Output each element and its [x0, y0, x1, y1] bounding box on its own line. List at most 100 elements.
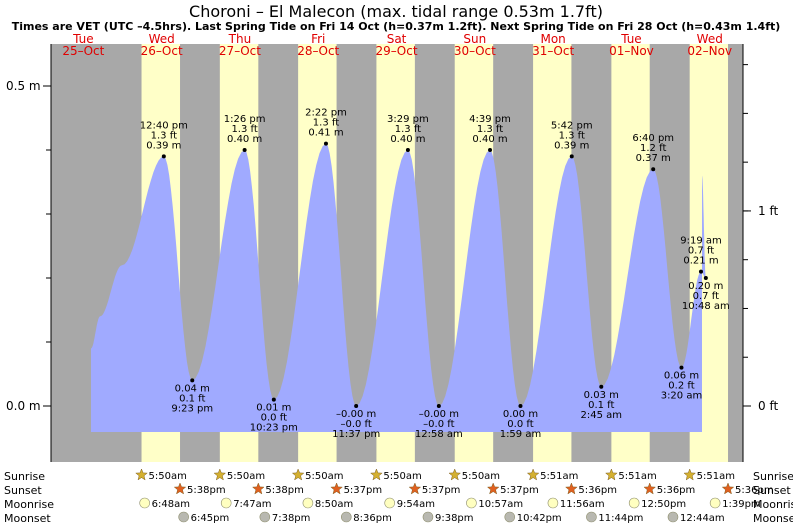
- sunset-time: 5:38pm: [187, 485, 226, 496]
- day-date: 30–Oct: [454, 44, 496, 58]
- row-label-right: Sunset: [753, 484, 791, 497]
- extreme-label: 0.21 m: [683, 256, 718, 267]
- row-label-left: Sunrise: [4, 470, 45, 483]
- extreme-label: 1.3 ft: [395, 124, 421, 135]
- day-name: Fri: [311, 32, 325, 46]
- day-date: 01–Nov: [609, 44, 654, 58]
- row-label-right: Sunrise: [753, 470, 793, 483]
- extreme-point: [488, 148, 493, 152]
- sunset-icon: [565, 482, 578, 495]
- sunrise-time: 5:51am: [697, 471, 735, 482]
- extreme-point: [436, 404, 441, 408]
- day-name: Wed: [149, 32, 175, 46]
- sunrise-time: 5:50am: [305, 471, 343, 482]
- row-label-left: Moonrise: [4, 498, 54, 511]
- extreme-point: [190, 378, 195, 383]
- extreme-label: 1.3 ft: [313, 118, 339, 129]
- extreme-label: 1:59 am: [500, 429, 542, 440]
- moonrise-icon: [466, 497, 477, 509]
- extreme-point: [405, 148, 410, 152]
- moonset-icon: [178, 511, 189, 523]
- moonset-time: 10:42pm: [517, 513, 562, 524]
- left-tick-label: 0.0 m: [6, 399, 41, 413]
- sunrise-icon: [526, 468, 540, 481]
- sunrise-icon: [683, 468, 697, 481]
- sunset-time: 5:36pm: [578, 485, 617, 496]
- moonrise-time: 8:50am: [315, 499, 353, 510]
- sunset-icon: [251, 482, 265, 495]
- moonset-icon: [504, 511, 516, 523]
- sunrise-icon: [135, 468, 148, 481]
- sunrise-icon: [448, 468, 462, 481]
- extreme-point: [518, 404, 523, 408]
- extreme-label: 0.01 m: [256, 403, 291, 414]
- extreme-label: 2:45 am: [581, 410, 623, 421]
- sunset-icon: [486, 482, 500, 495]
- extreme-label: 0.0 ft: [507, 419, 533, 430]
- sunset-time: 5:37pm: [422, 485, 461, 496]
- extreme-label: 0.00 m: [503, 409, 538, 420]
- extreme-label: 0.37 m: [636, 153, 671, 164]
- sunrise-time: 5:50am: [383, 471, 421, 482]
- sunrise-icon: [213, 468, 227, 481]
- day-date: 26–Oct: [141, 44, 183, 58]
- extreme-label: 12:58 am: [415, 429, 463, 440]
- tide-area: [91, 143, 706, 432]
- extreme-label: 12:40 pm: [140, 120, 188, 131]
- row-label-right: Moonrise: [753, 498, 793, 511]
- extreme-label: –0.00 m: [336, 409, 376, 420]
- moonset-icon: [586, 511, 597, 523]
- extreme-point: [679, 365, 684, 370]
- extreme-label: 11:37 pm: [332, 429, 380, 440]
- sunrise-icon: [605, 468, 618, 481]
- row-label-left: Sunset: [4, 484, 42, 497]
- extreme-label: 5:42 pm: [551, 120, 593, 131]
- moonrise-icon: [302, 497, 314, 509]
- moonset-time: 7:38pm: [272, 513, 311, 524]
- moonrise-time: 11:56am: [560, 499, 605, 510]
- extreme-label: 1.3 ft: [231, 124, 257, 135]
- extreme-label: 4:39 pm: [469, 114, 511, 125]
- sunset-icon: [173, 482, 187, 495]
- extreme-label: 9:19 am: [680, 236, 722, 247]
- extreme-label: 1.3 ft: [477, 124, 503, 135]
- extreme-label: 3:29 pm: [387, 114, 429, 125]
- moonrise-time: 10:57am: [478, 499, 523, 510]
- sunrise-time: 5:50am: [227, 471, 265, 482]
- sunrise-icon: [291, 468, 305, 481]
- extreme-label: 0.39 m: [146, 140, 181, 151]
- moonrise-icon: [628, 497, 640, 509]
- extreme-label: 0.40 m: [390, 134, 425, 145]
- extreme-point: [569, 154, 574, 159]
- moonset-time: 11:44pm: [598, 513, 643, 524]
- extreme-label: –0.00 m: [419, 409, 459, 420]
- extreme-label: 0.40 m: [472, 134, 507, 145]
- extreme-point: [698, 269, 703, 274]
- chart-subtitle: Times are VET (UTC –4.5hrs). Last Spring…: [12, 20, 781, 33]
- extreme-label: 0.40 m: [227, 134, 262, 145]
- extreme-label: –0.0 ft: [423, 419, 454, 430]
- moonrise-time: 7:47am: [233, 499, 271, 510]
- sunrise-time: 5:51am: [618, 471, 656, 482]
- sunset-icon: [330, 482, 343, 495]
- moonrise-icon: [220, 497, 232, 509]
- moonrise-time: 1:39pm: [722, 499, 761, 510]
- moonset-time: 12:44am: [680, 513, 725, 524]
- moonset-time: 6:45pm: [191, 513, 230, 524]
- moonrise-time: 9:54am: [397, 499, 435, 510]
- sunset-time: 5:38pm: [265, 485, 304, 496]
- extreme-label: 0.03 m: [584, 390, 619, 401]
- moonset-icon: [259, 511, 271, 523]
- chart-title: Choroni – El Malecon (max. tidal range 0…: [189, 2, 603, 21]
- extreme-point: [703, 276, 708, 280]
- extreme-label: 0.06 m: [664, 371, 699, 382]
- extreme-label: 1.2 ft: [640, 143, 666, 154]
- extreme-label: 1.3 ft: [151, 130, 177, 141]
- moonset-time: 9:38pm: [435, 513, 474, 524]
- sunrise-time: 5:50am: [149, 471, 187, 482]
- extreme-point: [323, 141, 328, 146]
- sunset-time: 5:36pm: [735, 485, 774, 496]
- extreme-label: 1.3 ft: [559, 130, 585, 141]
- left-tick-label: 0.5 m: [6, 79, 41, 93]
